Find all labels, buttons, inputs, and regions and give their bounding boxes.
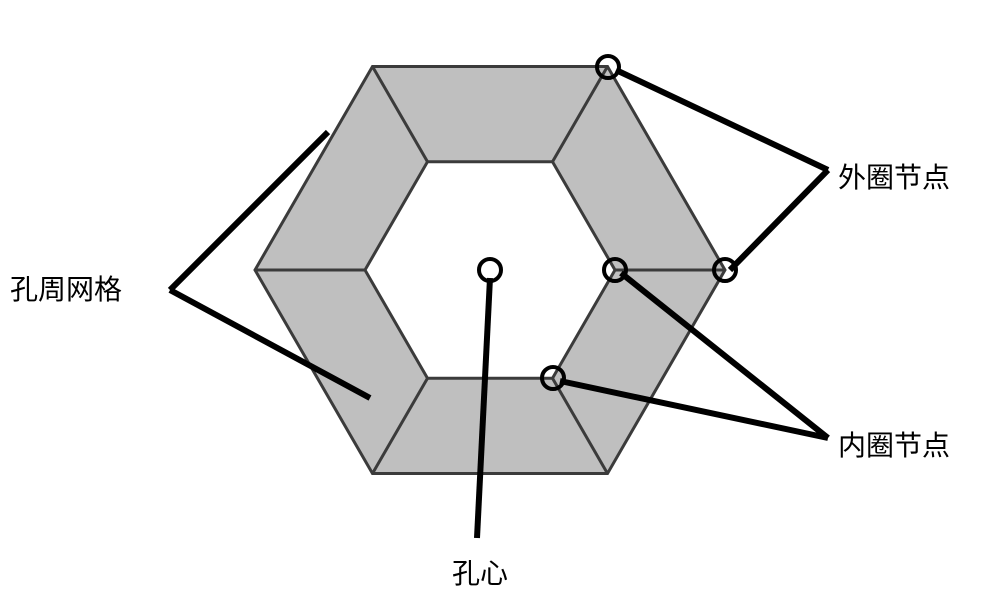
label-center: 孔心: [452, 552, 508, 592]
label-mesh: 孔周网格: [10, 268, 122, 308]
label-inner-node: 内圈节点: [838, 424, 950, 464]
pointer-outer-2: [730, 170, 828, 270]
hexagon-mesh: [255, 67, 725, 474]
center-node-marker: [479, 259, 501, 281]
label-outer-node: 外圈节点: [838, 156, 950, 196]
diagram-canvas: [0, 0, 1000, 606]
